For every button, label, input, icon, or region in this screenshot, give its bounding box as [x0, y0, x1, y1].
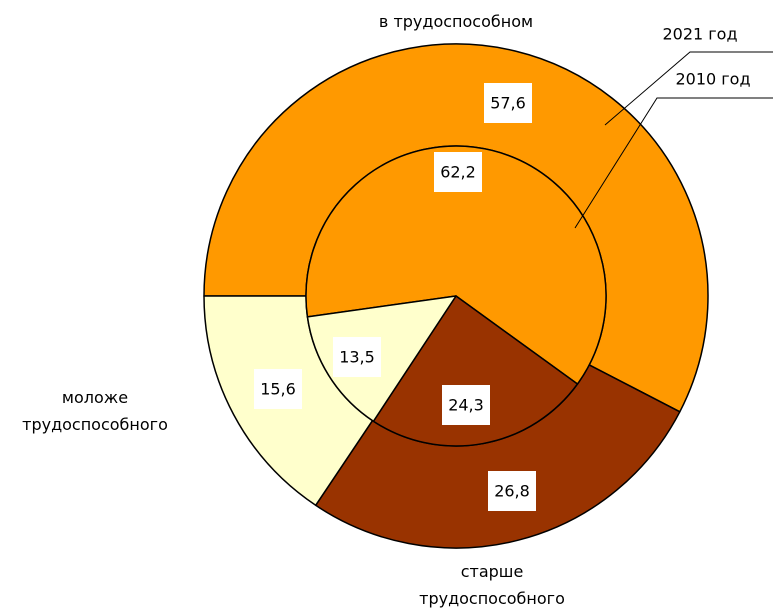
- label-box: [484, 83, 532, 123]
- label-box: [434, 152, 482, 192]
- data-label: 13,5: [339, 348, 375, 367]
- labels: 57,6 26,8 15,6 62,2 24,3 13,5 в трудоспособном…: [22, 12, 773, 608]
- leader-line: [604, 51, 773, 126]
- data-label: 15,6: [260, 380, 296, 399]
- series-label: 2010 год: [675, 70, 750, 89]
- data-label: 62,2: [440, 163, 476, 182]
- data-label: 24,3: [448, 396, 484, 415]
- slice: [305, 145, 607, 385]
- label-box: [254, 369, 302, 409]
- data-label: 57,6: [490, 94, 526, 113]
- label-box: [488, 471, 536, 511]
- leader-line: [574, 97, 773, 229]
- category-label: в трудоспособном: [379, 12, 533, 31]
- label-box: [333, 337, 381, 377]
- slice: [372, 295, 579, 447]
- data-label: 26,8: [494, 482, 530, 501]
- category-label: старше трудоспособного: [419, 562, 565, 608]
- label-box: [442, 385, 490, 425]
- category-label: моложе трудоспособного: [22, 388, 168, 434]
- series-label: 2021 год: [662, 25, 737, 44]
- rings: [203, 43, 709, 549]
- slice: [306, 295, 457, 422]
